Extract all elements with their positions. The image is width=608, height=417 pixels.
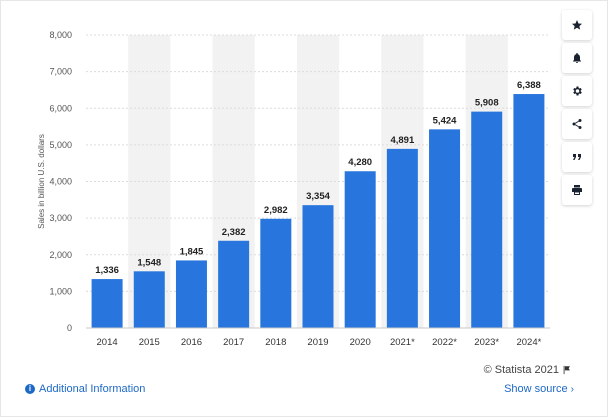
print-button[interactable] xyxy=(562,175,592,205)
bar-chart: 0 1,000 2,000 3,000 4,000 5,000 6,000 7,000 8,00… xyxy=(37,30,550,348)
bar xyxy=(386,148,418,328)
additional-information-link[interactable]: i Additional Information xyxy=(25,383,145,395)
y-tick-label: 4,000 xyxy=(49,177,72,187)
x-tick-label: 2023* xyxy=(474,337,499,348)
bar-value-label: 4,280 xyxy=(348,157,372,168)
y-tick-label: 6,000 xyxy=(49,103,72,113)
y-tick-label: 0 xyxy=(67,323,72,333)
y-axis-title: Sales in billion U.S. dollars xyxy=(37,134,46,229)
flag-icon xyxy=(563,365,570,375)
bar-value-label: 5,424 xyxy=(433,115,457,126)
bar xyxy=(91,279,123,328)
bar xyxy=(133,271,165,328)
bar xyxy=(513,94,545,329)
bar xyxy=(471,111,503,328)
copyright: © Statista 2021 xyxy=(484,364,572,376)
x-tick-label: 2022* xyxy=(432,337,457,348)
star-icon xyxy=(572,20,582,30)
bar xyxy=(175,260,207,328)
share-icon xyxy=(572,119,582,129)
print-icon xyxy=(572,185,582,195)
bar xyxy=(344,171,376,328)
bar-value-label: 1,548 xyxy=(137,257,161,268)
bar-value-label: 1,336 xyxy=(95,265,119,276)
notification-button[interactable] xyxy=(562,43,592,73)
x-tick-label: 2017 xyxy=(223,337,244,348)
x-tick-label: 2015 xyxy=(139,337,160,348)
y-tick-label: 5,000 xyxy=(49,140,72,150)
bar xyxy=(429,129,461,328)
info-icon: i xyxy=(25,384,35,394)
x-tick-label: 2018 xyxy=(265,337,286,348)
x-tick-label: 2021* xyxy=(390,337,415,348)
bar-value-label: 5,908 xyxy=(475,98,499,109)
x-tick-label: 2014 xyxy=(97,337,118,348)
x-tick-label: 2024* xyxy=(516,337,541,348)
bell-icon xyxy=(573,53,581,63)
bar-value-label: 3,354 xyxy=(306,191,330,202)
chevron-right-icon: › xyxy=(570,383,574,395)
copyright-text: © Statista 2021 xyxy=(483,364,559,376)
x-tick-label: 2020 xyxy=(350,337,371,348)
bar xyxy=(218,240,250,328)
gear-icon xyxy=(573,86,582,96)
toolbar xyxy=(562,10,592,208)
y-tick-label: 2,000 xyxy=(49,250,72,260)
additional-information-label: Additional Information xyxy=(39,383,146,395)
show-source-link[interactable]: Show source › xyxy=(504,383,574,395)
y-tick-label: 7,000 xyxy=(49,67,72,77)
bar-value-label: 6,388 xyxy=(517,80,541,91)
bar xyxy=(260,218,292,328)
y-tick-label: 8,000 xyxy=(49,30,72,40)
show-source-label: Show source xyxy=(504,383,568,395)
x-tick-label: 2019 xyxy=(307,337,328,348)
bar-value-label: 4,891 xyxy=(390,135,414,146)
bar-value-label: 1,845 xyxy=(180,246,204,257)
quote-icon xyxy=(573,154,581,160)
share-button[interactable] xyxy=(562,109,592,139)
x-tick-label: 2016 xyxy=(181,337,202,348)
y-tick-label: 3,000 xyxy=(49,213,72,223)
bar-value-label: 2,982 xyxy=(264,205,288,216)
favorite-button[interactable] xyxy=(562,10,592,40)
y-tick-label: 1,000 xyxy=(49,286,72,296)
bar-value-label: 2,382 xyxy=(222,227,246,238)
settings-button[interactable] xyxy=(562,76,592,106)
cite-button[interactable] xyxy=(562,142,592,172)
bar xyxy=(302,205,334,328)
